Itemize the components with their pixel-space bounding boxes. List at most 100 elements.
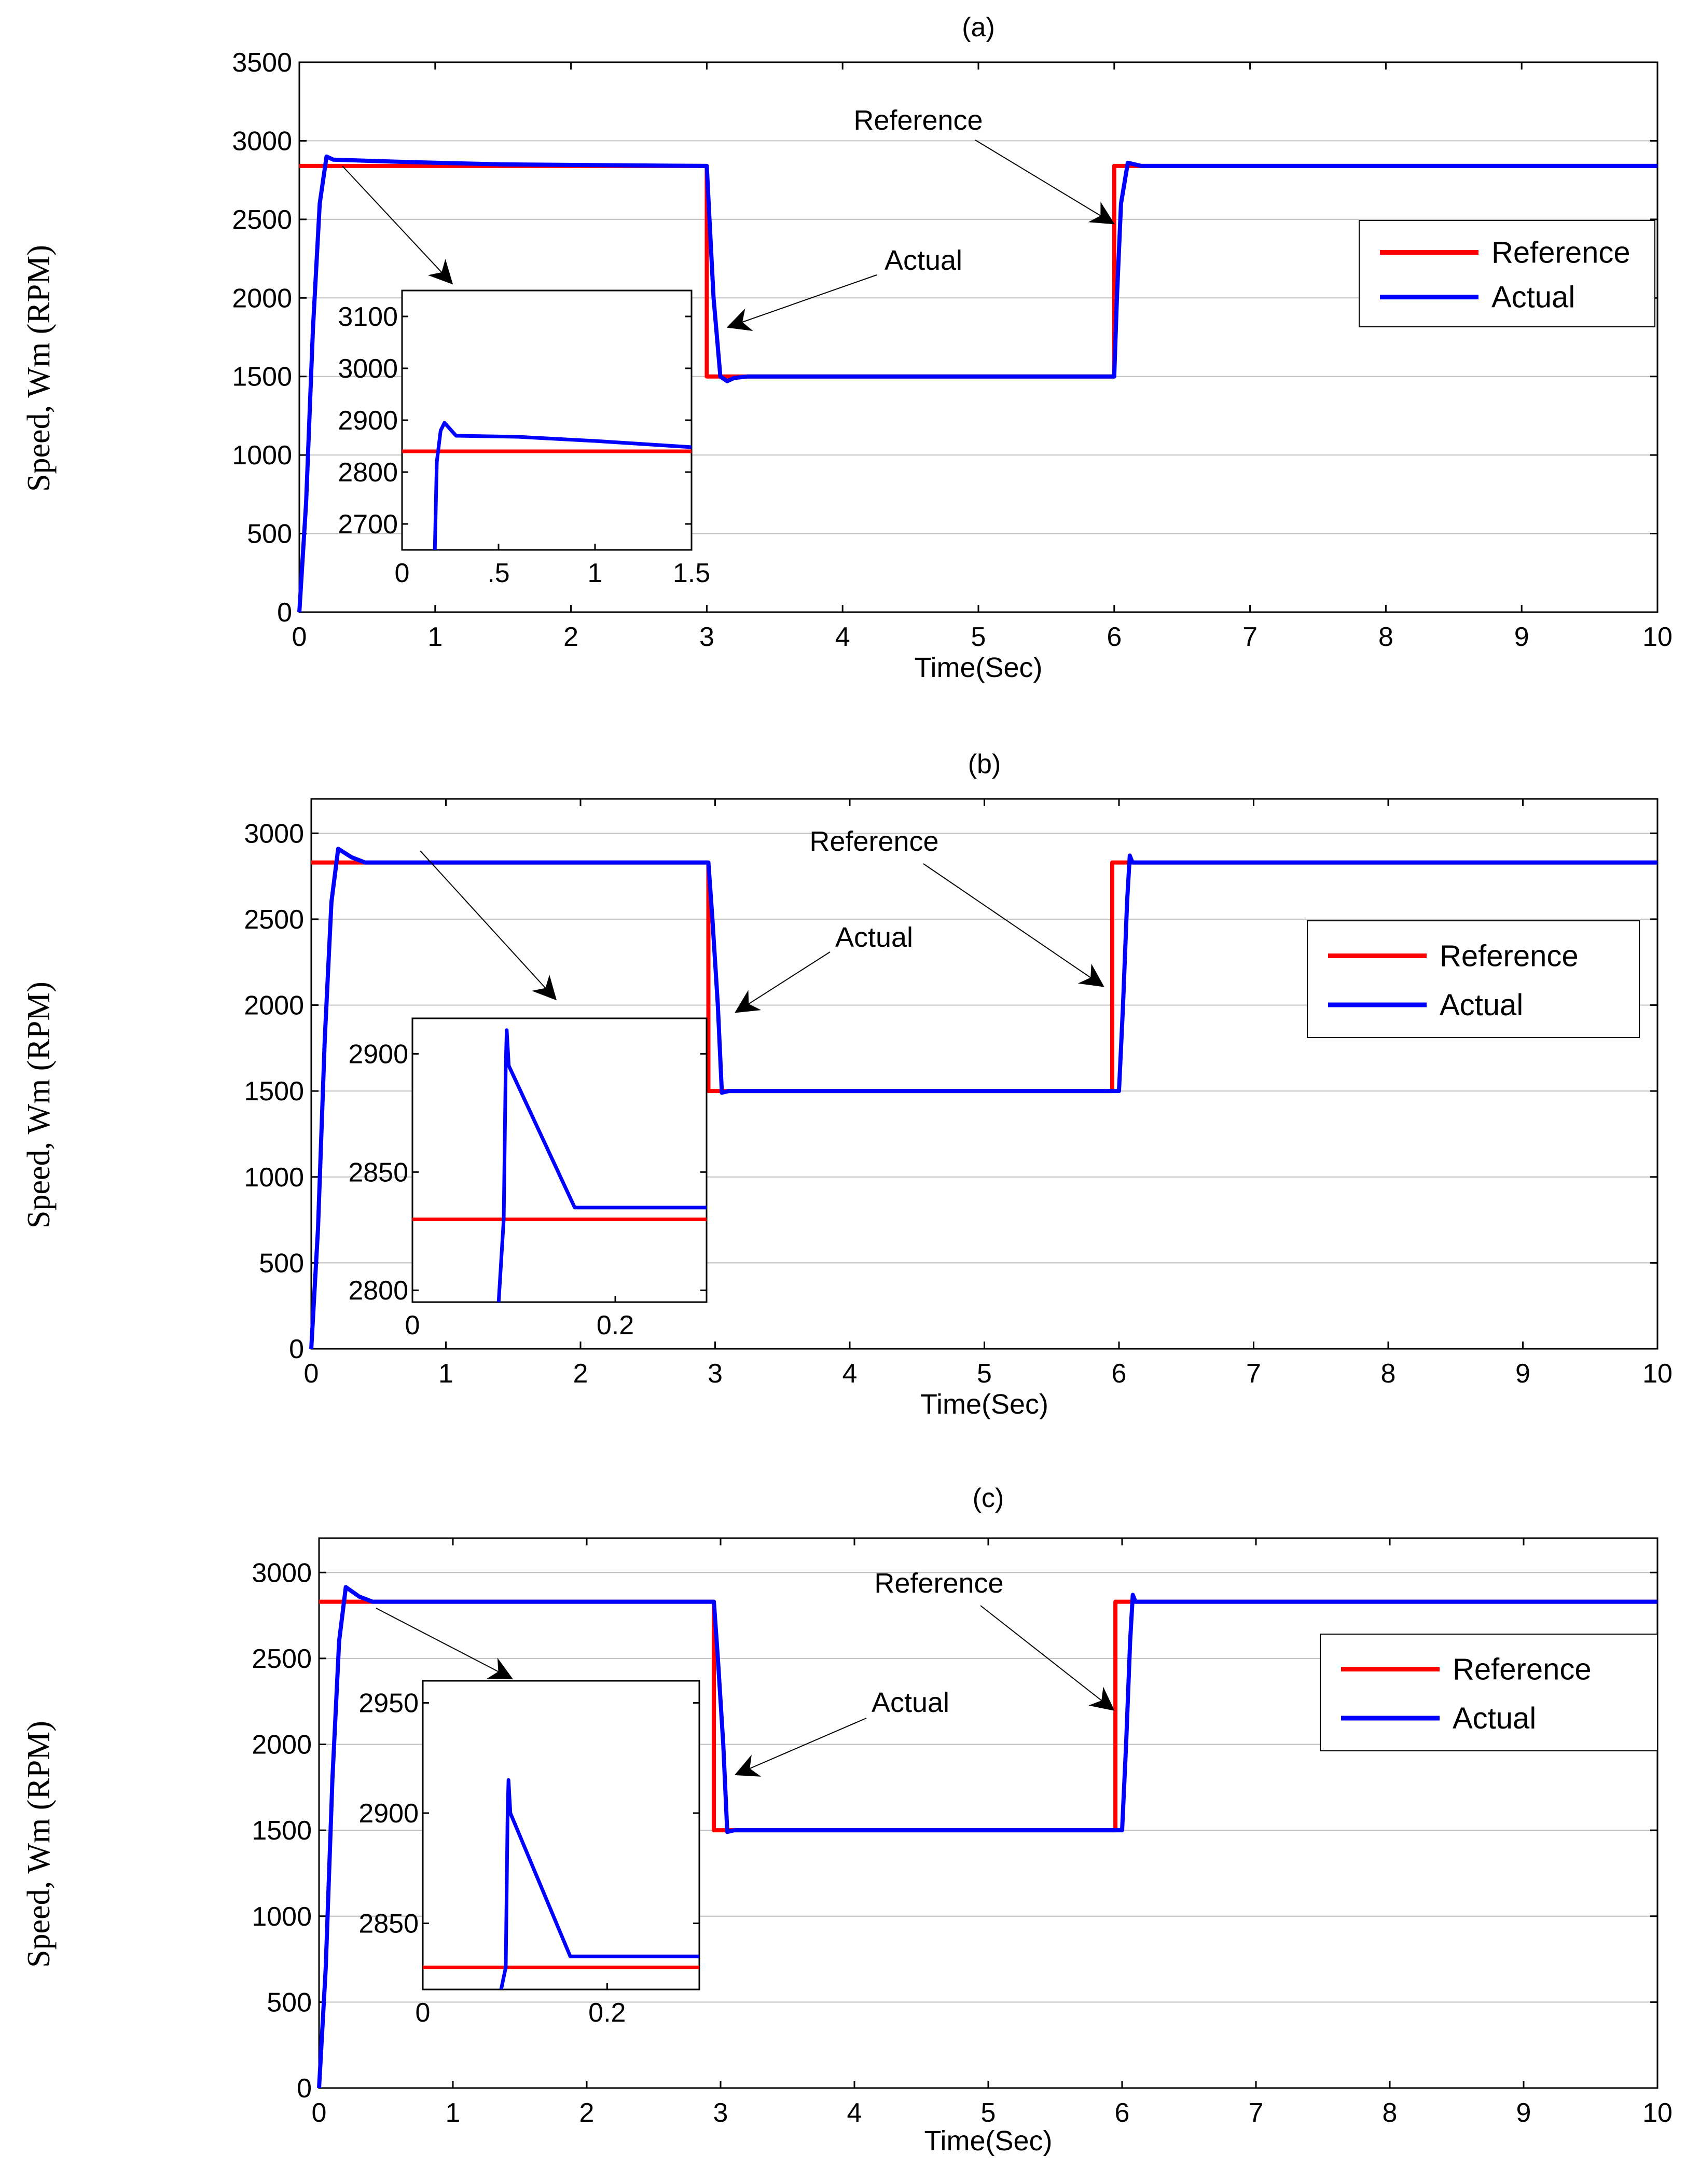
- inset-y-tick-label: 2700: [338, 509, 398, 540]
- x-tick-label: 9: [1514, 622, 1529, 652]
- y-tick-label: 2000: [244, 991, 304, 1021]
- x-tick-label: 2: [573, 1359, 588, 1389]
- x-axis-label: Time(Sec): [920, 1389, 1048, 1420]
- panel-title: (b): [968, 749, 1001, 779]
- inset-series: [412, 1028, 707, 1302]
- x-tick-label: 1: [438, 1359, 453, 1389]
- legend-label-reference: Reference: [1491, 236, 1630, 270]
- inset-plot: 2850 2900 2950 0 0.2: [358, 1680, 700, 2028]
- inset-x-tick-label: 1: [588, 558, 603, 588]
- y-tick-label: 500: [259, 1248, 304, 1278]
- y-axis-label: Speed, Wm (RPM): [21, 1721, 57, 1968]
- x-tick-label: 9: [1515, 1359, 1530, 1389]
- x-tick-label: 6: [1107, 622, 1122, 652]
- x-tick-label: 7: [1249, 2098, 1264, 2128]
- y-tick-label: 1000: [244, 1163, 304, 1193]
- inset-frame: [411, 1017, 708, 1303]
- inset-series: [402, 421, 692, 550]
- inset-y-tick-label: 3000: [338, 354, 398, 384]
- legend-box: [1320, 1634, 1658, 1751]
- x-tick-label: 8: [1378, 622, 1393, 652]
- x-tick-label: 10: [1642, 1359, 1673, 1389]
- x-tick-label: 2: [579, 2098, 595, 2128]
- inset-plot: 2700 2800 2900 3000 3100 0 .5 1 1.5: [338, 289, 710, 588]
- x-tick-label: 3: [713, 2098, 728, 2128]
- y-tick-label: 3500: [232, 48, 292, 78]
- inset-y-tick-label: 2800: [338, 458, 398, 488]
- x-tick-label: 9: [1516, 2098, 1531, 2128]
- x-tick-label: 6: [1115, 2098, 1130, 2128]
- y-tick-label: 0: [297, 2074, 312, 2104]
- legend-label-actual: Actual: [1491, 281, 1575, 314]
- series-line-actual: [309, 847, 1657, 1349]
- annotation-actual: Actual: [872, 1687, 949, 1718]
- panel-title: (c): [973, 1483, 1004, 1513]
- y-tick-label: 3000: [244, 819, 304, 849]
- y-tick-label: 1500: [252, 1816, 312, 1846]
- x-tick-label: 0: [312, 2098, 327, 2128]
- panel-title: (a): [962, 12, 995, 43]
- y-tick-label: 0: [277, 598, 292, 628]
- x-tick-label: 5: [981, 2098, 996, 2128]
- legend: Reference Actual: [1320, 1634, 1658, 1751]
- inset-x-tick-label: 0: [405, 1310, 420, 1340]
- annotation-reference: Reference: [874, 1568, 1003, 1599]
- x-tick-label: 1: [427, 622, 443, 652]
- y-tick-label: 1000: [232, 440, 292, 471]
- x-tick-label: 8: [1383, 2098, 1398, 2128]
- x-tick-label: 4: [847, 2098, 862, 2128]
- y-axis-label: Speed, Wm (RPM): [21, 982, 57, 1228]
- x-tick-label: 8: [1381, 1359, 1396, 1389]
- x-tick-label: 5: [977, 1359, 992, 1389]
- inset-x-tick-label: .5: [487, 558, 509, 588]
- inset-x-tick-label: 0: [395, 558, 410, 588]
- inset-actual-line: [499, 1778, 699, 1989]
- inset-actual-line: [433, 421, 692, 550]
- inset-y-tick-label: 2900: [338, 406, 398, 436]
- annotation-actual: Actual: [885, 245, 962, 276]
- inset-y-tick-label: 3100: [338, 302, 398, 332]
- y-tick-label: 500: [267, 1987, 312, 2017]
- inset-y-tick-label: 2900: [348, 1039, 408, 1069]
- panel-a: (a) 0 500 1000 1500 2000 2500 3000 3500 0 1 2 3 4 5 6 7 8…: [21, 12, 1673, 683]
- x-tick-label: 4: [835, 622, 850, 652]
- y-tick-label: 3000: [232, 126, 292, 156]
- zoom-arrow: [420, 850, 557, 1001]
- inset-frame: [422, 1680, 700, 1991]
- inset-actual-line: [496, 1028, 707, 1302]
- legend-label-reference: Reference: [1453, 1653, 1592, 1687]
- zoom-arrow: [342, 165, 453, 285]
- x-tick-label: 2: [563, 622, 578, 652]
- x-tick-label: 0: [304, 1359, 319, 1389]
- x-tick-label: 4: [842, 1359, 858, 1389]
- annotation-arrow: [923, 863, 1104, 987]
- x-tick-label: 6: [1112, 1359, 1127, 1389]
- legend-box: [1359, 220, 1655, 327]
- x-tick-label: 1: [446, 2098, 461, 2128]
- legend-label-actual: Actual: [1453, 1702, 1536, 1735]
- x-tick-label: 7: [1246, 1359, 1261, 1389]
- annotation-actual: Actual: [835, 922, 913, 953]
- series-line-actual: [297, 154, 1657, 613]
- inset-y-tick-label: 2900: [358, 1799, 419, 1829]
- series-line-actual: [317, 1585, 1657, 2089]
- legend-label-actual: Actual: [1440, 988, 1523, 1022]
- inset-x-tick-label: 0: [416, 1998, 431, 2028]
- y-tick-label: 2500: [252, 1644, 312, 1674]
- legend-box: [1307, 920, 1640, 1038]
- inset-series: [423, 1778, 699, 1989]
- y-tick-label: 1000: [252, 1902, 312, 1932]
- inset-y-tick-label: 2850: [348, 1157, 408, 1187]
- x-tick-label: 7: [1242, 622, 1257, 652]
- inset-x-tick-label: 0.2: [597, 1310, 634, 1340]
- y-tick-label: 2000: [232, 283, 292, 313]
- y-tick-label: 0: [289, 1334, 304, 1364]
- annotation-arrow: [726, 274, 877, 331]
- inset-frame: [401, 289, 693, 551]
- legend: Reference Actual: [1359, 220, 1655, 327]
- zoom-arrow: [376, 1608, 514, 1680]
- y-tick-label: 2500: [232, 205, 292, 235]
- annotation-arrow: [980, 1605, 1115, 1711]
